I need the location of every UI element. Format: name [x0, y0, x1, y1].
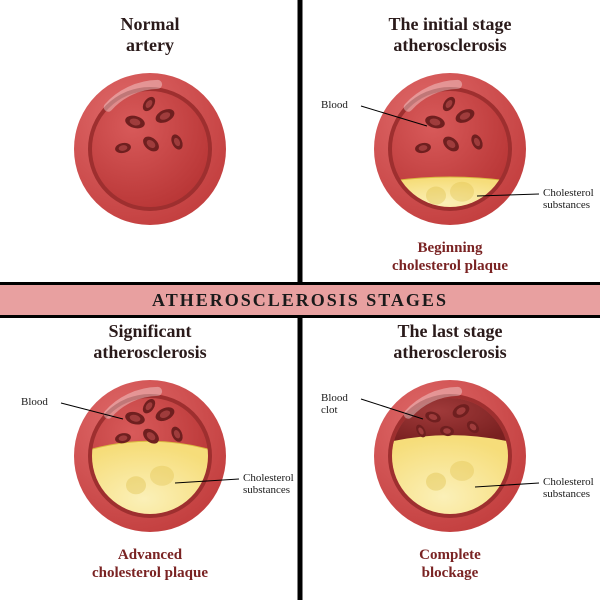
callout-label: Bloodclot	[321, 393, 348, 416]
panel-last: The last stageatherosclerosis	[300, 293, 600, 600]
artery-significant: BloodCholesterolsubstances	[65, 371, 235, 541]
panel-title: Normalartery	[121, 14, 180, 56]
callout-label: Cholesterolsubstances	[243, 473, 294, 496]
artery-initial: BloodCholesterolsubstances	[365, 64, 535, 234]
callout-label: Blood	[321, 100, 348, 112]
panel-subtitle: Advancedcholesterol plaque	[92, 547, 208, 582]
callout: Cholesterolsubstances	[65, 371, 235, 541]
artery-last: BloodclotCholesterolsubstances	[365, 371, 535, 541]
callout: Cholesterolsubstances	[365, 64, 535, 234]
banner-text: ATHEROSCLEROSIS STAGES	[152, 290, 448, 311]
callout-label: Cholesterolsubstances	[543, 477, 594, 500]
panel-normal: Normalartery	[0, 0, 300, 293]
callout-label: Blood	[21, 397, 48, 409]
callout: Cholesterolsubstances	[365, 371, 535, 541]
panel-subtitle: Beginningcholesterol plaque	[392, 240, 508, 275]
panel-title: Significantatherosclerosis	[93, 321, 206, 363]
panel-significant: Significantatherosclerosis	[0, 293, 300, 600]
banner: ATHEROSCLEROSIS STAGES	[0, 282, 600, 318]
artery-normal	[65, 64, 235, 234]
panel-initial: The initial stageatherosclerosis	[300, 0, 600, 293]
callout-label: Cholesterolsubstances	[543, 188, 594, 211]
panel-subtitle: Completeblockage	[419, 547, 481, 582]
panel-title: The initial stageatherosclerosis	[388, 14, 511, 56]
panel-title: The last stageatherosclerosis	[393, 321, 506, 363]
